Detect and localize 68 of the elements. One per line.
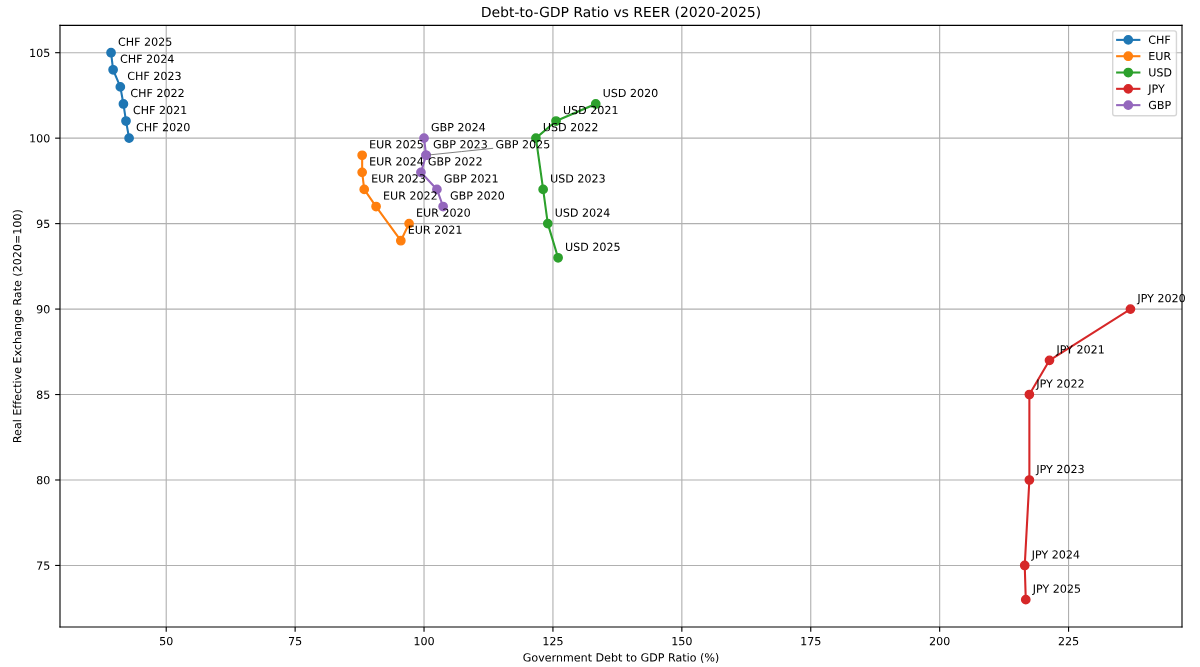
point	[538, 184, 549, 195]
point	[1024, 389, 1035, 400]
legend-label: JPY	[1147, 84, 1165, 95]
point	[1125, 304, 1136, 314]
y-tick-label: 80	[36, 475, 50, 485]
annotation: GBP 2023	[433, 140, 487, 149]
y-tick-label: 85	[36, 390, 50, 399]
x-tick-label: 200	[929, 636, 950, 646]
x-tick-label: 50	[160, 636, 173, 646]
point	[121, 116, 131, 126]
annotation: EUR 2022	[384, 191, 437, 200]
annotation: CHF 2020	[136, 122, 190, 132]
point	[359, 184, 370, 195]
annotation: CHF 2022	[130, 88, 184, 98]
y-tick-label: 105	[30, 48, 50, 58]
x-tick-label: 225	[1058, 636, 1079, 646]
point	[118, 99, 129, 109]
x-axis-title: Government Debt to GDP Ratio (%)	[523, 653, 719, 663]
point	[371, 201, 381, 212]
x-tick-label: 125	[543, 636, 563, 646]
annotation: JPY 2024	[1031, 550, 1080, 561]
point	[553, 252, 563, 263]
legend-label: USD	[1149, 68, 1172, 77]
y-axis-title: Real Effective Exchange Rate (2020=100)	[12, 210, 24, 443]
legend-label: GBP	[1148, 100, 1171, 110]
annotation: CHF 2023	[127, 71, 181, 81]
y-tick-label: 90	[36, 305, 50, 314]
annotation: CHF 2024	[120, 54, 174, 63]
annotation: EUR 2021	[408, 225, 462, 234]
y-tick-label: 75	[37, 561, 50, 570]
annotation: CHF 2021	[133, 105, 187, 115]
annotation: JPY 2025	[1032, 584, 1081, 595]
annotation: USD 2020	[603, 88, 658, 98]
point	[1024, 475, 1035, 485]
annotation: EUR 2024	[370, 157, 424, 166]
point	[1019, 560, 1030, 571]
annotation: EUR 2023	[372, 174, 425, 183]
point	[357, 167, 368, 178]
annotation: GBP 2022	[428, 157, 482, 166]
point	[115, 82, 126, 92]
x-tick-label: 75	[288, 637, 302, 646]
x-tick-label: 150	[672, 636, 692, 646]
annotation: USD 2024	[555, 208, 610, 217]
x-tick-label: 175	[801, 637, 821, 646]
annotation: EUR 2020	[417, 208, 470, 217]
point	[108, 64, 118, 75]
point	[395, 235, 406, 246]
x-tick-label: 100	[414, 636, 434, 646]
annotation: JPY 2023	[1035, 464, 1084, 476]
annotation: GBP 2020	[450, 191, 505, 200]
point	[357, 150, 368, 161]
legend-label: EUR	[1149, 52, 1171, 61]
point	[1044, 355, 1055, 366]
annotation: GBP 2021	[444, 174, 498, 183]
y-tick-label: 100	[30, 134, 50, 143]
point	[1020, 594, 1031, 605]
point	[124, 133, 134, 144]
legend-label: CHF	[1148, 35, 1171, 44]
point	[106, 47, 116, 58]
annotation: GBP 2024	[431, 122, 486, 132]
annotation: CHF 2025	[118, 37, 172, 46]
annotation: USD 2023	[551, 174, 605, 183]
chart-title: Debt-to-GDP Ratio vs REER (2020-2025)	[482, 6, 760, 19]
annotation: JPY 2022	[1035, 379, 1084, 390]
point	[542, 218, 553, 229]
y-tick-label: 95	[36, 219, 50, 228]
annotation: USD 2025	[566, 242, 620, 252]
annotation: EUR 2025	[370, 140, 423, 149]
